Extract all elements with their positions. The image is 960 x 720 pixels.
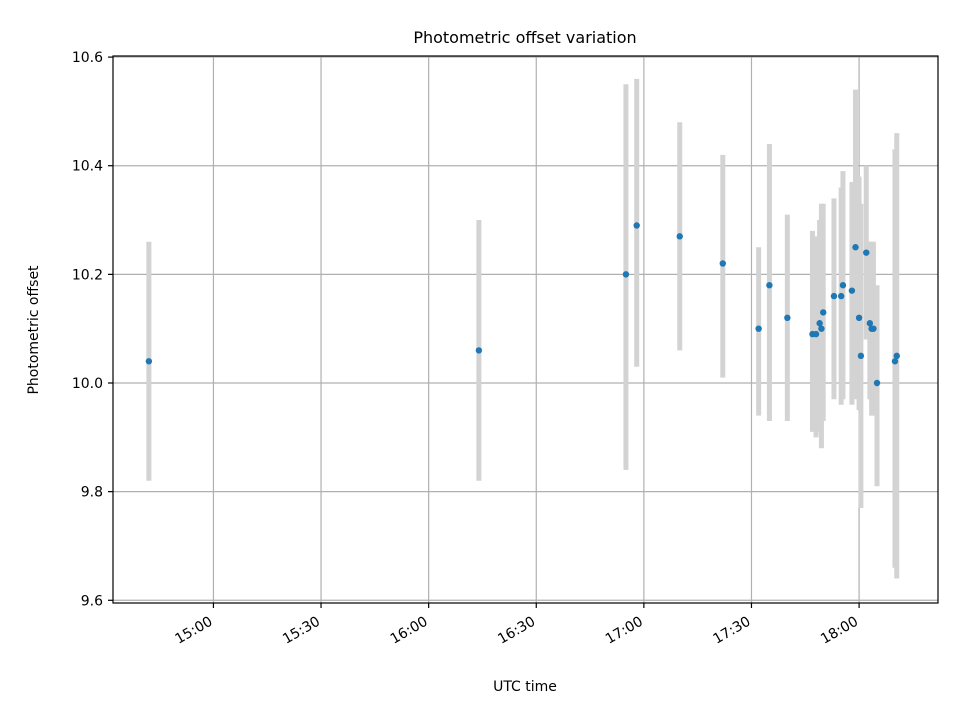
data-point [719, 260, 726, 267]
x-tick-label: 16:30 [495, 614, 538, 648]
x-tick-label: 17:00 [603, 614, 646, 648]
data-point [812, 330, 820, 338]
data-point [622, 271, 630, 278]
data-point [857, 352, 865, 360]
data-point [837, 292, 845, 300]
data-point [852, 244, 859, 251]
x-axis-ticks: 15:00 15:30 16:00 16:30 17:00 17:30 18:00 [172, 603, 861, 648]
data-point [475, 347, 483, 354]
data-point [820, 309, 827, 316]
chart-title: Photometric offset variation [413, 28, 636, 47]
data-point [866, 320, 874, 327]
data-point [870, 325, 877, 332]
y-tick-label: 9.8 [81, 485, 103, 501]
y-tick-label: 10.6 [72, 50, 103, 66]
x-tick-label: 15:30 [280, 614, 323, 648]
x-tick-label: 15:00 [172, 614, 215, 648]
y-tick-label: 10.2 [72, 267, 103, 283]
data-point [863, 249, 870, 256]
data-point [891, 358, 899, 365]
y-tick-label: 10.4 [72, 159, 103, 175]
grid [113, 56, 938, 603]
data-point [766, 282, 773, 289]
x-tick-label: 18:00 [818, 614, 861, 648]
data-point [633, 222, 640, 229]
x-axis-label: UTC time [493, 679, 557, 695]
data-point [848, 287, 856, 294]
y-tick-label: 9.6 [81, 593, 103, 609]
data-point [818, 325, 825, 332]
y-tick-label: 10.0 [72, 376, 103, 392]
data-point [755, 325, 762, 332]
plot-frame [112, 55, 939, 604]
data-point [839, 282, 847, 289]
data-point [676, 233, 683, 240]
data-points [145, 222, 900, 387]
data-point [830, 292, 838, 300]
data-point [145, 358, 153, 365]
y-axis-label: Photometric offset [26, 265, 42, 395]
data-point [784, 314, 791, 322]
error-bars [146, 78, 900, 579]
x-tick-label: 16:00 [388, 614, 431, 648]
data-point [855, 314, 863, 322]
data-point [816, 320, 823, 327]
y-axis-ticks: 9.6 9.8 10.0 10.2 10.4 10.6 [72, 50, 113, 609]
x-tick-label: 17:30 [711, 614, 754, 648]
data-point [873, 379, 881, 387]
data-point [893, 352, 900, 360]
